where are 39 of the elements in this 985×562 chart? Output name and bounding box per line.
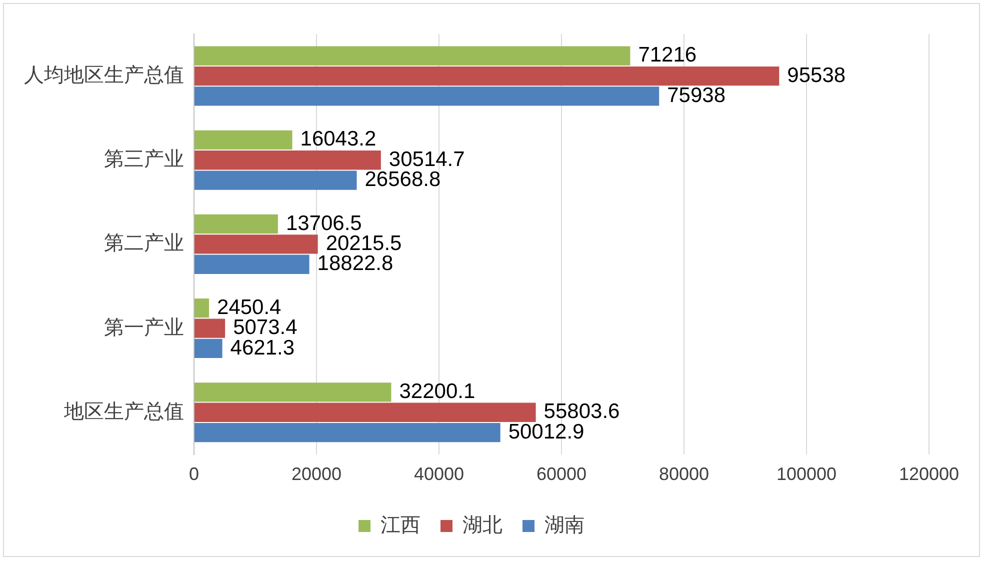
bar xyxy=(194,170,357,190)
bar xyxy=(194,338,222,358)
x-tick-label: 60000 xyxy=(536,464,587,484)
x-tick-label: 20000 xyxy=(291,464,342,484)
x-tick-label: 80000 xyxy=(658,464,710,484)
x-tick-label: 120000 xyxy=(898,464,960,484)
legend-label: 江西 xyxy=(380,514,420,537)
data-label: 26568.8 xyxy=(364,168,441,192)
bar xyxy=(194,66,780,86)
y-tick-label: 第三产业 xyxy=(104,148,184,171)
data-label: 30514.7 xyxy=(388,148,465,171)
y-tick-label: 地区生产总值 xyxy=(63,400,184,423)
legend-label: 湖北 xyxy=(462,514,502,537)
bar xyxy=(194,150,381,170)
y-tick-label: 第一产业 xyxy=(104,316,184,339)
data-label: 75938 xyxy=(667,84,726,108)
bar xyxy=(194,422,500,442)
bar xyxy=(194,402,536,422)
y-tick-label: 人均地区生产总值 xyxy=(24,64,184,87)
bar xyxy=(194,214,278,234)
bar xyxy=(194,86,660,106)
data-label: 2450.4 xyxy=(217,296,282,319)
data-label: 32200.1 xyxy=(399,380,476,403)
x-tick-label: 40000 xyxy=(414,464,464,484)
data-label: 18822.8 xyxy=(317,252,394,276)
bar xyxy=(194,254,310,274)
bar xyxy=(194,382,392,402)
data-label: 71216 xyxy=(638,44,697,67)
data-label: 95538 xyxy=(787,64,846,87)
bar xyxy=(194,130,292,150)
bar xyxy=(194,298,210,318)
bar xyxy=(194,46,630,66)
data-label: 16043.2 xyxy=(300,128,376,151)
bar xyxy=(194,234,318,254)
legend-label: 湖南 xyxy=(544,514,584,537)
bar xyxy=(194,318,226,338)
x-tick-label: 100000 xyxy=(776,464,837,484)
x-tick-label: 0 xyxy=(188,464,200,484)
y-tick-label: 第二产业 xyxy=(104,232,184,255)
